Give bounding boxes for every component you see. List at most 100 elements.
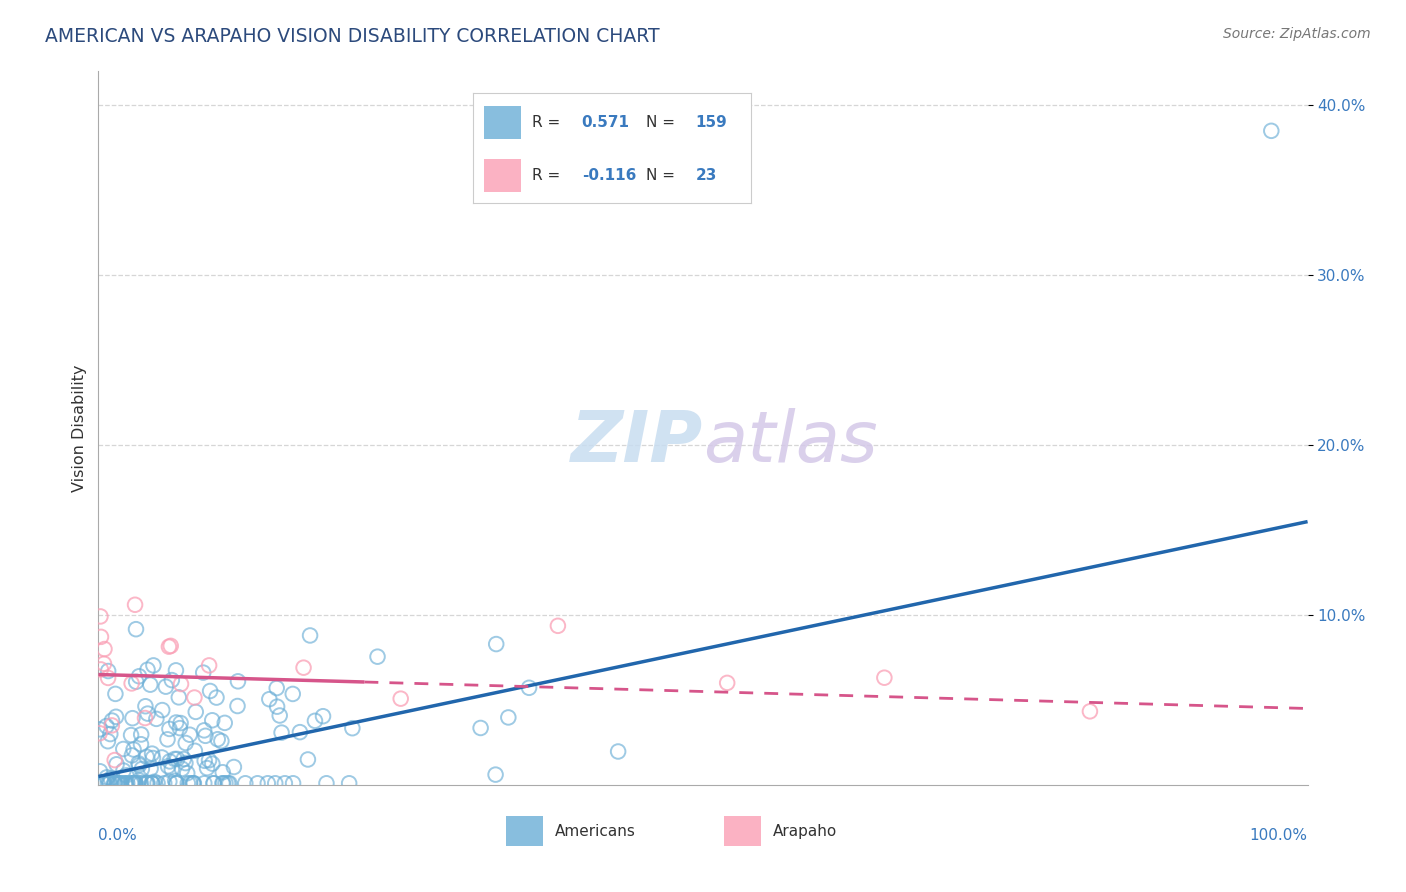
Point bbox=[337, 776, 360, 790]
Point bbox=[304, 714, 326, 728]
Point bbox=[127, 756, 149, 771]
Point bbox=[90, 630, 112, 644]
Point bbox=[128, 758, 150, 772]
Point bbox=[498, 710, 520, 724]
Point bbox=[217, 776, 239, 790]
Point bbox=[181, 776, 204, 790]
Point bbox=[484, 767, 506, 781]
Point bbox=[470, 721, 492, 735]
Point bbox=[103, 776, 125, 790]
Point bbox=[312, 709, 335, 723]
Point bbox=[389, 691, 412, 706]
Point bbox=[297, 752, 319, 766]
Point bbox=[1078, 704, 1101, 718]
Point bbox=[218, 776, 240, 790]
Point bbox=[145, 712, 167, 726]
Point bbox=[98, 727, 121, 741]
Point bbox=[131, 762, 153, 776]
Point bbox=[121, 748, 143, 763]
Point bbox=[114, 776, 136, 790]
Point bbox=[184, 744, 207, 758]
Point bbox=[485, 637, 508, 651]
Point bbox=[104, 687, 127, 701]
Point bbox=[141, 776, 163, 790]
Point bbox=[155, 680, 177, 694]
Point bbox=[165, 773, 187, 788]
Point bbox=[120, 728, 142, 742]
Point bbox=[122, 742, 145, 756]
Point bbox=[176, 766, 198, 780]
Point bbox=[135, 776, 157, 790]
Point bbox=[96, 770, 118, 784]
Point bbox=[207, 732, 229, 747]
Point bbox=[146, 776, 169, 790]
Point bbox=[105, 776, 128, 790]
Point bbox=[159, 755, 181, 769]
Point bbox=[169, 716, 191, 731]
Point bbox=[142, 658, 165, 673]
Point bbox=[198, 753, 221, 767]
Point bbox=[89, 726, 111, 740]
Point bbox=[97, 734, 120, 748]
Point bbox=[198, 684, 221, 698]
Point bbox=[124, 776, 146, 790]
Point bbox=[211, 776, 233, 790]
Point bbox=[160, 673, 183, 687]
Point bbox=[129, 727, 152, 741]
Point bbox=[122, 776, 145, 790]
Point bbox=[342, 721, 364, 735]
Point bbox=[315, 776, 337, 790]
Point bbox=[98, 776, 121, 790]
Point bbox=[141, 747, 163, 761]
Point bbox=[177, 776, 200, 790]
Point bbox=[98, 776, 121, 790]
Point bbox=[136, 706, 159, 721]
Point bbox=[246, 776, 269, 790]
Point bbox=[91, 776, 114, 790]
Point bbox=[89, 764, 111, 779]
Point bbox=[104, 753, 127, 767]
Point bbox=[96, 719, 118, 733]
Point bbox=[201, 713, 224, 727]
Point bbox=[167, 690, 190, 705]
Point bbox=[211, 765, 233, 780]
Point bbox=[194, 729, 217, 743]
Point bbox=[121, 711, 143, 725]
Point bbox=[125, 674, 148, 689]
Point bbox=[129, 737, 152, 751]
Text: ZIP: ZIP bbox=[571, 408, 703, 477]
Point bbox=[124, 598, 146, 612]
Point bbox=[143, 774, 166, 789]
Point bbox=[112, 764, 135, 778]
Point bbox=[150, 750, 173, 764]
Point bbox=[183, 690, 205, 705]
Point bbox=[134, 699, 156, 714]
Point bbox=[108, 776, 131, 790]
Point bbox=[110, 776, 132, 790]
Point bbox=[174, 756, 197, 770]
Point bbox=[139, 678, 162, 692]
Point bbox=[264, 776, 287, 790]
Point bbox=[181, 776, 204, 790]
Point bbox=[266, 681, 288, 695]
Point bbox=[547, 619, 569, 633]
Text: Source: ZipAtlas.com: Source: ZipAtlas.com bbox=[1223, 27, 1371, 41]
Point bbox=[166, 752, 188, 766]
Point bbox=[222, 760, 245, 774]
Point bbox=[259, 692, 281, 706]
Point bbox=[128, 773, 150, 788]
Text: atlas: atlas bbox=[703, 408, 877, 477]
Point bbox=[165, 664, 187, 678]
Point bbox=[90, 662, 112, 676]
Point bbox=[195, 761, 218, 775]
Point bbox=[112, 742, 135, 756]
Point bbox=[173, 752, 195, 766]
Point bbox=[124, 776, 146, 790]
Point bbox=[122, 776, 145, 790]
Point bbox=[205, 690, 228, 705]
Point bbox=[104, 776, 127, 790]
Point bbox=[121, 776, 143, 790]
Y-axis label: Vision Disability: Vision Disability bbox=[72, 365, 87, 491]
Text: 0.0%: 0.0% bbox=[98, 828, 138, 843]
Point bbox=[141, 776, 163, 790]
